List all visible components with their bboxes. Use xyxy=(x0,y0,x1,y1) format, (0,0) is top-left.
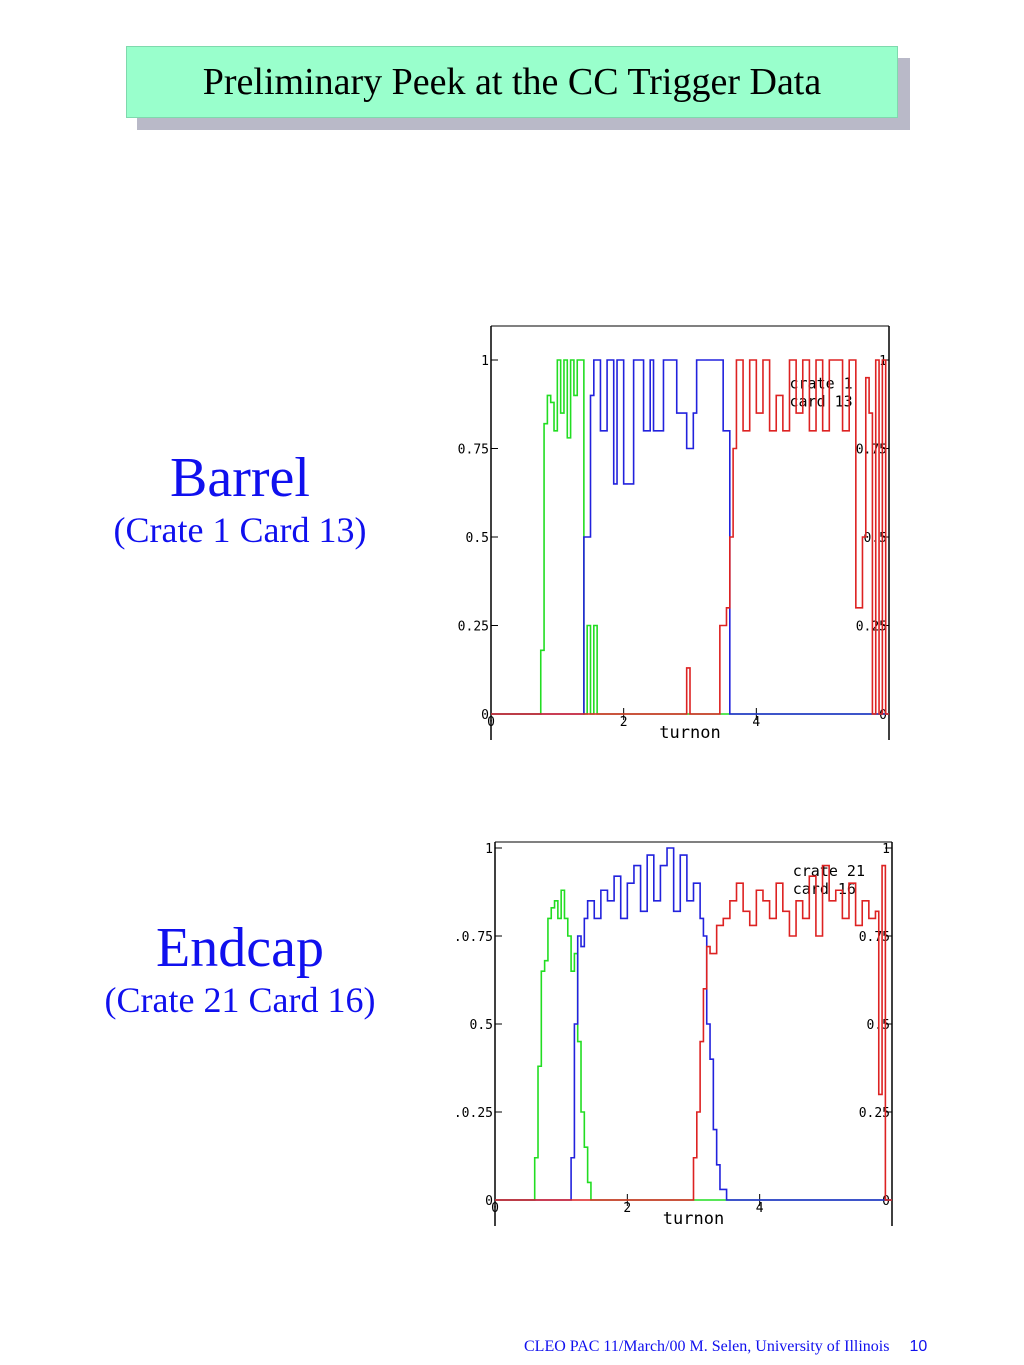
endcap-series-blue xyxy=(495,847,892,1201)
endcap-ytick-label-left: 0 xyxy=(485,1194,493,1209)
barrel-ytick-label-left: .0.75 xyxy=(455,443,489,458)
barrel-ytick-label-left: 1 xyxy=(481,354,489,369)
page-title: Preliminary Peek at the CC Trigger Data xyxy=(202,61,822,103)
barrel-heading: Barrel xyxy=(170,447,310,509)
barrel-x-axis-label: turnon xyxy=(659,723,720,743)
barrel-chart: 00.0.250.250.50.5.0.750.7511024turnoncra… xyxy=(455,325,890,743)
barrel-ytick-label-left: 0.5 xyxy=(466,531,489,546)
endcap-ytick-label-right: 1 xyxy=(882,842,890,857)
endcap-xtick-label: 2 xyxy=(623,1201,631,1216)
footer: CLEO PAC 11/March/00 M. Selen, Universit… xyxy=(524,1338,927,1356)
endcap-label: Endcap (Crate 21 Card 16) xyxy=(50,918,430,1022)
barrel-series-blue xyxy=(491,359,889,715)
endcap-series-red xyxy=(495,864,892,1201)
endcap-subheading: (Crate 21 Card 16) xyxy=(104,980,376,1020)
footer-text: CLEO PAC 11/March/00 M. Selen, Universit… xyxy=(524,1338,890,1355)
barrel-xtick-label: 0 xyxy=(487,715,495,730)
barrel-series-green xyxy=(491,359,889,715)
endcap-heading: Endcap xyxy=(156,917,324,979)
barrel-xtick-label: 2 xyxy=(620,715,628,730)
endcap-ytick-label-right: 0 xyxy=(882,1194,890,1209)
barrel-annotation-line: crate 1 xyxy=(790,374,853,392)
endcap-annotation-line: card 16 xyxy=(793,880,856,898)
endcap-x-axis-label: turnon xyxy=(663,1209,724,1229)
title-box: Preliminary Peek at the CC Trigger Data xyxy=(126,46,898,118)
barrel-ytick-label-left: 0 xyxy=(481,708,489,723)
endcap-chart: 0 0.0.25 0.250.5 0.5.0.75 0.751 10 2 4turnoncra… xyxy=(455,841,893,1229)
barrel-ytick-label-right: 0 xyxy=(879,708,887,723)
barrel-subheading: (Crate 1 Card 13) xyxy=(113,510,367,550)
endcap-ytick-label-left: 0.5 xyxy=(470,1018,493,1033)
endcap-xtick-label: 4 xyxy=(756,1201,764,1216)
endcap-xtick-label: 0 xyxy=(491,1201,499,1216)
endcap-ytick-label-left: 1 xyxy=(485,842,493,857)
page-number: 10 xyxy=(909,1338,928,1355)
endcap-ytick-label-left: .0.75 xyxy=(455,930,493,945)
barrel-series-red xyxy=(491,359,889,715)
endcap-series-green xyxy=(495,889,892,1201)
barrel-label: Barrel (Crate 1 Card 13) xyxy=(60,448,420,552)
barrel-annotation-line: card 13 xyxy=(790,392,853,410)
barrel-ytick-label-left: .0.25 xyxy=(455,620,489,635)
endcap-ytick-label-left: .0.25 xyxy=(455,1106,493,1121)
endcap-ytick-label-right: 0.25 xyxy=(859,1106,890,1121)
barrel-xtick-label: 4 xyxy=(752,715,760,730)
